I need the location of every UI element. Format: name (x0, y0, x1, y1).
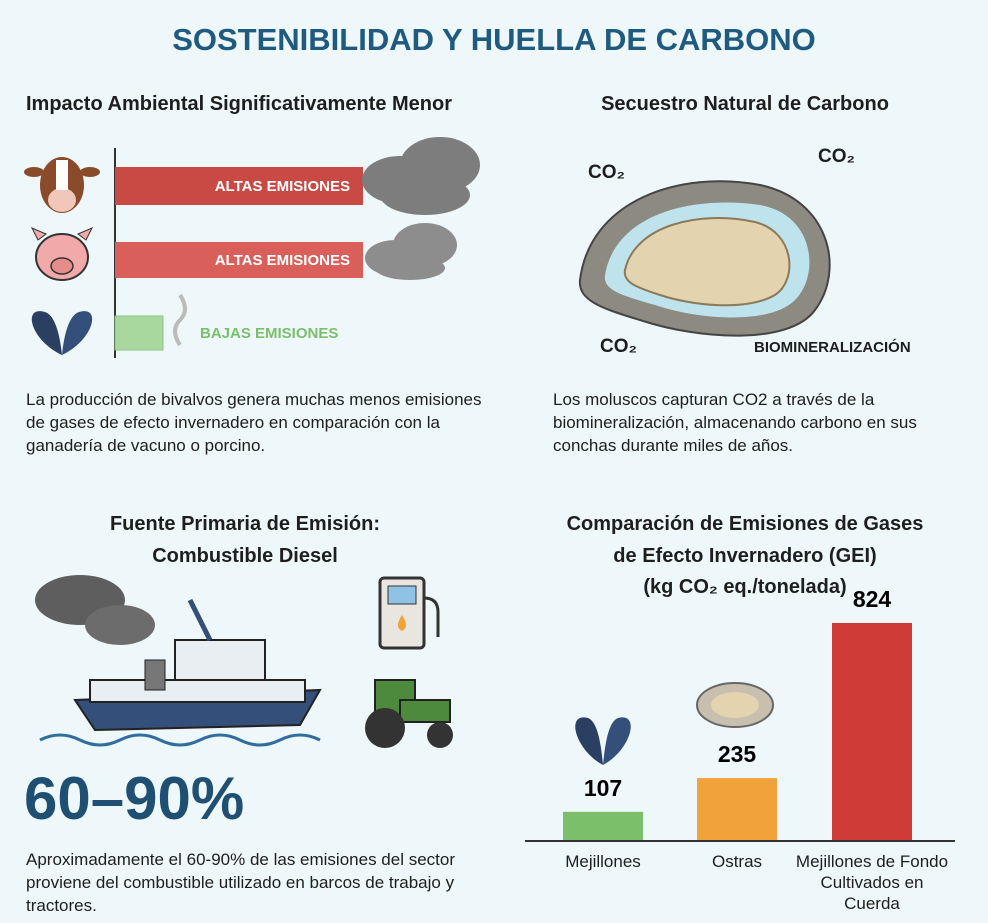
bar-label: ALTAS EMISIONES (214, 252, 350, 269)
x-tick-label: Mejillones (565, 852, 641, 871)
bar (832, 623, 912, 840)
fuel-pump-icon (378, 576, 440, 650)
bar-label: BAJAS EMISIONES (200, 325, 339, 342)
section-heading: Combustible Diesel (152, 545, 338, 567)
process-label: BIOMINERALIZACIÓN (754, 339, 911, 356)
paragraph: Los moluscos capturan CO2 a través de la… (553, 390, 917, 455)
chart-title: de Efecto Invernadero (GEI) (613, 545, 877, 567)
low-emission-bar (114, 315, 164, 351)
pig-icon (30, 227, 94, 281)
co2-label: CO₂ (818, 146, 855, 167)
x-tick-label: Ostras (711, 852, 763, 871)
value-label: 107 (584, 775, 622, 801)
value-label: 824 (853, 586, 892, 612)
co2-label: CO₂ (588, 162, 625, 183)
chart-title: (kg CO₂ eq./tonelada) (643, 576, 847, 598)
paragraph: La producción de bivalvos genera muchas … (26, 390, 482, 455)
bar (697, 778, 777, 840)
smoke-cloud (365, 223, 457, 280)
bar-label: ALTAS EMISIONES (214, 178, 350, 195)
x-tick-label: Mejillones de Fondo Cultivados en Cuerda (795, 852, 949, 913)
bar (563, 811, 643, 840)
smoke-cloud (362, 137, 480, 215)
cow-icon (24, 157, 100, 213)
high-emission-bar (115, 242, 363, 278)
page-title: SOSTENIBILIDAD Y HUELLA DE CARBONO (172, 22, 816, 57)
co2-label: CO₂ (600, 336, 637, 357)
section-heading: Secuestro Natural de Carbono (601, 93, 889, 115)
boat-illustration (35, 575, 322, 747)
paragraph: Aproximadamente el 60-90% de las emision… (26, 850, 456, 915)
vapor (173, 293, 187, 347)
chart-title: Comparación de Emisiones de Gases (566, 513, 924, 535)
oyster-illustration (578, 180, 831, 337)
section-heading: Impacto Ambiental Significativamente Men… (26, 93, 453, 115)
stat: 60–90% (24, 765, 245, 832)
high-emission-bar (115, 167, 363, 205)
tractor-icon (365, 679, 453, 748)
section-heading: Fuente Primaria de Emisión: (109, 513, 381, 535)
value-label: 235 (718, 741, 757, 767)
mussel-icon (31, 311, 93, 355)
chart-icons (575, 682, 774, 765)
